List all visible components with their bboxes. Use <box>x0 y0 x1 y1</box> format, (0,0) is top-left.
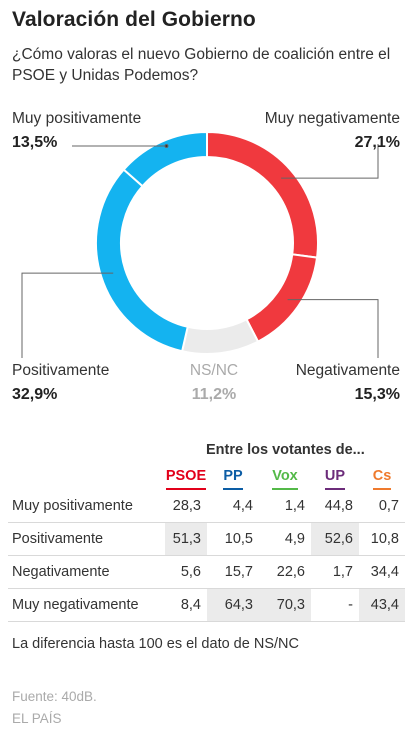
row-label: Muy negativamente <box>8 588 165 622</box>
table-cell: 70,3 <box>259 588 311 622</box>
publisher-credit: EL PAÍS <box>12 711 62 726</box>
chart-subtitle: ¿Cómo valoras el nuevo Gobierno de coali… <box>12 46 391 84</box>
table-cell: 52,6 <box>311 522 359 556</box>
donut-slice-muy-positivamente <box>122 130 208 188</box>
row-label: Muy positivamente <box>8 490 165 523</box>
table-cell: 44,8 <box>311 490 359 523</box>
table-cell: 15,7 <box>207 555 259 589</box>
footnote: La diferencia hasta 100 es el dato de NS… <box>12 636 299 652</box>
source-credit: Fuente: 40dB. EL PAÍS <box>12 686 97 730</box>
header-cs: Cs <box>359 462 405 490</box>
table-row: Negativamente 5,6 15,7 22,6 1,7 34,4 <box>8 555 405 589</box>
table-cell: 0,7 <box>359 490 405 523</box>
table-cell: 4,9 <box>259 522 311 556</box>
donut-slice-positivamente <box>95 168 189 353</box>
leader-line-positivamente <box>21 272 114 358</box>
header-pp-label: PP <box>223 468 243 490</box>
header-vox: Vox <box>259 462 311 490</box>
value-positivamente: 32,9% <box>12 386 58 403</box>
chart-title: Valoración del Gobierno <box>12 8 256 31</box>
header-up-label: UP <box>324 468 346 490</box>
vote-breakdown-table: PSOE PP Vox UP Cs Muy positivamente 28,3… <box>8 462 405 622</box>
row-label: Negativamente <box>8 555 165 589</box>
table-row: Positivamente 51,3 10,5 4,9 52,6 10,8 <box>8 522 405 556</box>
source-text: Fuente: 40dB. <box>12 689 97 704</box>
table-row: Muy positivamente 28,3 4,4 1,4 44,8 0,7 <box>8 490 405 523</box>
value-muy-positivamente: 13,5% <box>12 134 58 151</box>
header-psoe-label: PSOE <box>165 468 207 490</box>
header-up: UP <box>311 462 359 490</box>
leader-line-muy-negativamente <box>281 144 379 179</box>
table-caption: Entre los votantes de... <box>206 442 365 458</box>
table-cell: 28,3 <box>165 490 207 523</box>
donut-slice-negativamente <box>245 253 319 343</box>
donut-slice-ns-nc <box>180 318 260 355</box>
value-negativamente: 15,3% <box>354 386 400 403</box>
table-cell: 43,4 <box>359 588 405 622</box>
table-header-row: PSOE PP Vox UP Cs <box>8 462 405 490</box>
table-cell: 51,3 <box>165 522 207 556</box>
header-cs-label: Cs <box>372 468 392 490</box>
donut-slice-muy-negativamente <box>206 130 319 259</box>
label-muy-negativamente: Muy negativamente <box>264 110 400 127</box>
header-empty <box>8 462 165 490</box>
table-cell: 1,7 <box>311 555 359 589</box>
table-cell: 1,4 <box>259 490 311 523</box>
table-cell: 34,4 <box>359 555 405 589</box>
table-cell: 5,6 <box>165 555 207 589</box>
table-cell: 10,8 <box>359 522 405 556</box>
row-label: Positivamente <box>8 522 165 556</box>
table-cell: 4,4 <box>207 490 259 523</box>
label-muy-positivamente: Muy positivamente <box>12 110 142 127</box>
table-cell: 10,5 <box>207 522 259 556</box>
header-psoe: PSOE <box>165 462 207 490</box>
table-row: Muy negativamente 8,4 64,3 70,3 - 43,4 <box>8 588 405 622</box>
table-cell: 22,6 <box>259 555 311 589</box>
table-cell: 8,4 <box>165 588 207 622</box>
table-cell: - <box>311 588 359 622</box>
label-positivamente: Positivamente <box>12 362 110 379</box>
value-nsnc: 11,2% <box>191 386 237 403</box>
header-pp: PP <box>207 462 259 490</box>
label-negativamente: Negativamente <box>295 362 400 379</box>
label-nsnc: NS/NC <box>189 362 239 379</box>
header-vox-label: Vox <box>272 468 298 490</box>
leader-line-negativamente <box>287 299 379 358</box>
leader-dot-muy-positivamente <box>164 144 169 148</box>
value-muy-negativamente: 27,1% <box>354 134 400 151</box>
donut-chart <box>21 130 379 358</box>
table-cell: 64,3 <box>207 588 259 622</box>
